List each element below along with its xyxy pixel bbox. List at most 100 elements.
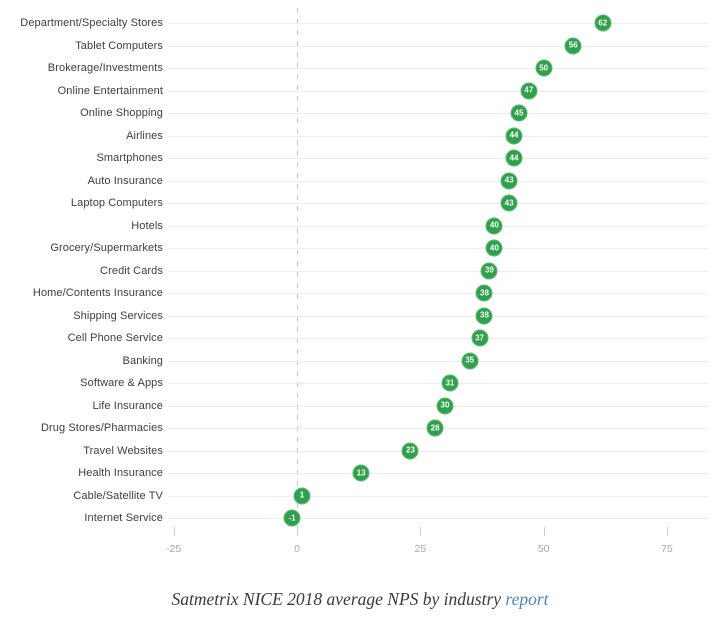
category-label: Credit Cards	[100, 264, 163, 277]
row-gridline	[168, 293, 708, 295]
row-track: 38	[168, 305, 708, 328]
row-track: 38	[168, 282, 708, 305]
category-label: Smartphones	[96, 152, 163, 165]
category-label: Banking	[122, 354, 163, 367]
row-track: 44	[168, 125, 708, 148]
row-track: 50	[168, 57, 708, 80]
row-gridline	[168, 203, 708, 205]
nps-dot-plot: Department/Specialty Stores 62 Tablet Comp…	[0, 8, 720, 571]
zero-baseline	[297, 8, 298, 536]
category-label: Shipping Services	[73, 309, 163, 322]
row-gridline	[168, 383, 708, 385]
category-label: Grocery/Supermarkets	[50, 242, 163, 255]
row-track: 40	[168, 237, 708, 260]
category-label: Health Insurance	[78, 467, 163, 480]
axis-tick-mark	[666, 526, 668, 536]
row-gridline	[168, 45, 708, 47]
category-label: Cable/Satellite TV	[73, 489, 163, 502]
axis-tick-label: -25	[166, 542, 182, 555]
chart-row: Banking 35	[0, 350, 720, 373]
category-label: Hotels	[131, 219, 163, 232]
row-gridline	[168, 315, 708, 317]
nps-dot: 30	[436, 397, 454, 415]
row-track: 44	[168, 147, 708, 170]
chart-row: Online Shopping 45	[0, 102, 720, 125]
category-label: Software & Apps	[80, 377, 163, 390]
chart-row: Software & Apps 31	[0, 372, 720, 395]
chart-row: Brokerage/Investments 50	[0, 57, 720, 80]
row-gridline	[168, 450, 708, 452]
nps-dot: 38	[475, 307, 493, 325]
chart-rows: Department/Specialty Stores 62 Tablet Comp…	[0, 12, 720, 530]
row-gridline	[168, 518, 708, 520]
row-gridline	[168, 158, 708, 160]
row-track: 43	[168, 192, 708, 215]
row-track: -1	[168, 507, 708, 530]
chart-row: Smartphones 44	[0, 147, 720, 170]
category-label: Life Insurance	[92, 399, 163, 412]
nps-dot: 31	[441, 374, 459, 392]
row-gridline	[168, 495, 708, 497]
chart-row: Auto Insurance 43	[0, 170, 720, 193]
chart-row: Department/Specialty Stores 62	[0, 12, 720, 35]
chart-row: Life Insurance 30	[0, 395, 720, 418]
row-gridline	[168, 23, 708, 25]
caption: Satmetrix NICE 2018 average NPS by indus…	[0, 589, 720, 610]
nps-dot: 40	[485, 217, 503, 235]
category-label: Cell Phone Service	[67, 332, 163, 345]
row-track: 35	[168, 350, 708, 373]
nps-dot: 28	[426, 419, 444, 437]
chart-row: Tablet Computers 56	[0, 35, 720, 58]
nps-dot: -1	[283, 509, 301, 527]
chart-row: Shipping Services 38	[0, 305, 720, 328]
row-track: 37	[168, 327, 708, 350]
row-track: 23	[168, 440, 708, 463]
chart-row: Grocery/Supermarkets 40	[0, 237, 720, 260]
row-gridline	[168, 270, 708, 272]
chart-row: Drug Stores/Pharmacies 28	[0, 417, 720, 440]
category-label: Online Shopping	[80, 107, 163, 120]
nps-dot: 62	[594, 14, 612, 32]
row-track: 1	[168, 485, 708, 508]
row-gridline	[168, 473, 708, 475]
chart-row: Laptop Computers 43	[0, 192, 720, 215]
row-gridline	[168, 113, 708, 115]
row-track: 56	[168, 35, 708, 58]
chart-row: Online Entertainment 47	[0, 80, 720, 103]
category-label: Tablet Computers	[75, 39, 163, 52]
row-track: 47	[168, 80, 708, 103]
category-label: Airlines	[126, 129, 163, 142]
category-label: Internet Service	[84, 512, 163, 525]
category-label: Home/Contents Insurance	[32, 287, 163, 300]
nps-dot: 50	[535, 59, 553, 77]
axis-tick-mark	[543, 526, 545, 536]
row-gridline	[168, 225, 708, 227]
nps-dot: 45	[510, 104, 528, 122]
category-label: Online Entertainment	[57, 84, 163, 97]
row-track: 28	[168, 417, 708, 440]
x-axis: -25 0 25 50 75	[166, 526, 708, 571]
row-track: 39	[168, 260, 708, 283]
caption-report-link[interactable]: report	[505, 588, 549, 609]
axis-tick-label: 50	[537, 542, 550, 555]
chart-row: Cell Phone Service 37	[0, 327, 720, 350]
axis-tick-mark	[297, 526, 298, 536]
chart-row: Internet Service -1	[0, 507, 720, 530]
nps-dot: 47	[520, 82, 538, 100]
row-gridline	[168, 90, 708, 92]
row-gridline	[168, 68, 708, 70]
nps-dot: 35	[461, 352, 479, 370]
nps-dot: 23	[401, 442, 419, 460]
nps-dot: 13	[352, 464, 370, 482]
caption-text: Satmetrix NICE 2018 average NPS by indus…	[171, 588, 506, 609]
row-gridline	[168, 360, 708, 362]
chart-row: Health Insurance 13	[0, 462, 720, 485]
axis-tick-label: 25	[414, 542, 427, 555]
category-label: Auto Insurance	[87, 174, 163, 187]
row-gridline	[168, 135, 708, 137]
category-label: Laptop Computers	[70, 197, 163, 210]
row-track: 43	[168, 170, 708, 193]
row-gridline	[168, 338, 708, 340]
nps-dot: 1	[293, 487, 311, 505]
